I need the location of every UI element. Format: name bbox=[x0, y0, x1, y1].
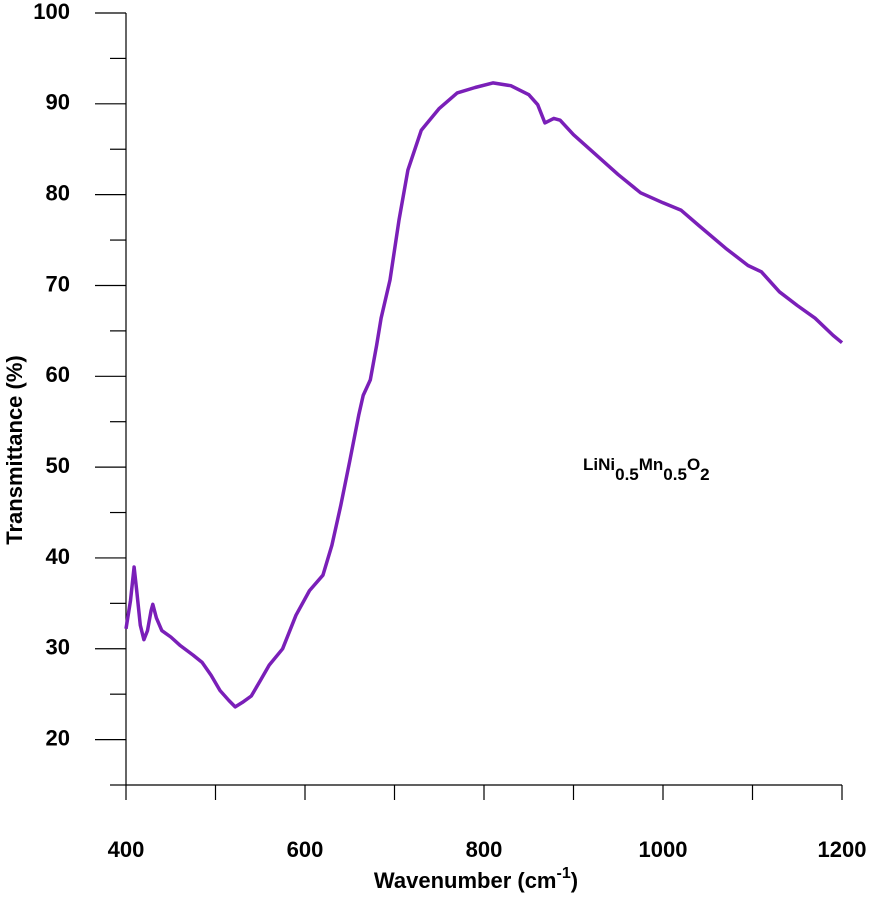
text-part: 0.5 bbox=[663, 465, 687, 484]
y-tick-label: 40 bbox=[46, 544, 70, 569]
x-tick-label: 800 bbox=[466, 837, 503, 862]
y-tick-label: 50 bbox=[46, 453, 70, 478]
text-part: LiNi bbox=[583, 456, 615, 475]
text-part: -1 bbox=[557, 865, 571, 882]
y-axis-label: Transmittance (%) bbox=[2, 355, 27, 545]
text-part: Mn bbox=[639, 456, 664, 475]
y-tick-label: 90 bbox=[46, 90, 70, 115]
x-axis-label: Wavenumber (cm-1) bbox=[374, 865, 578, 893]
y-tick-label: 60 bbox=[46, 362, 70, 387]
x-tick-label: 600 bbox=[287, 837, 324, 862]
text-part: O bbox=[687, 456, 700, 475]
data-line bbox=[124, 81, 844, 709]
y-tick-label: 30 bbox=[46, 635, 70, 660]
y-tick-label: 20 bbox=[46, 725, 70, 750]
text-part: 0.5 bbox=[615, 465, 639, 484]
y-tick-label: 70 bbox=[46, 271, 70, 296]
x-tick-label: 1200 bbox=[818, 837, 867, 862]
text-part: Wavenumber (cm bbox=[374, 868, 557, 893]
y-tick-label: 100 bbox=[33, 0, 70, 24]
x-tick-label: 400 bbox=[108, 837, 145, 862]
text-part: 2 bbox=[700, 465, 709, 484]
text-part: ) bbox=[571, 868, 578, 893]
annotation: LiNi0.5Mn0.5O2 bbox=[583, 456, 710, 485]
x-tick-label: 1000 bbox=[639, 837, 688, 862]
y-tick-label: 80 bbox=[46, 180, 70, 205]
